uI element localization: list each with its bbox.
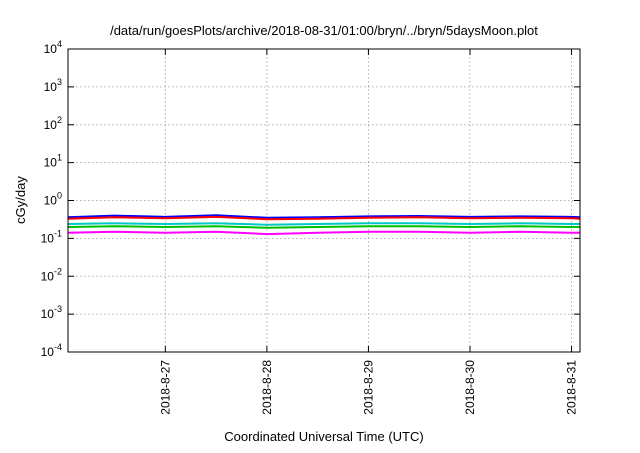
series-line-5 bbox=[67, 230, 580, 236]
y-tick-exponent: 2 bbox=[57, 115, 62, 125]
x-tick-label: 2018-8-27 bbox=[158, 360, 172, 415]
y-tick-exponent: 4 bbox=[57, 39, 62, 49]
y-tick-base: 10 bbox=[44, 80, 58, 94]
y-tick-base: 10 bbox=[41, 307, 55, 321]
y-tick-base: 10 bbox=[44, 156, 58, 170]
y-tick-label: 101 bbox=[44, 153, 62, 170]
x-tick-label: 2018-8-28 bbox=[260, 360, 274, 415]
y-tick-label: 104 bbox=[44, 39, 62, 56]
series-line-3 bbox=[67, 222, 580, 226]
y-tick-exponent: 1 bbox=[57, 153, 62, 163]
y-tick-exponent: -3 bbox=[54, 304, 62, 314]
series-line-4 bbox=[67, 225, 580, 229]
y-tick-base: 10 bbox=[44, 118, 58, 132]
grid-layer bbox=[68, 49, 580, 352]
y-tick-label: 102 bbox=[44, 115, 62, 132]
y-tick-base: 10 bbox=[41, 231, 55, 245]
y-axis-label: cGy/day bbox=[13, 176, 28, 224]
y-tick-exponent: -1 bbox=[54, 228, 62, 238]
y-tick-base: 10 bbox=[41, 269, 55, 283]
y-tick-exponent: 3 bbox=[57, 77, 62, 87]
series-layer bbox=[67, 214, 581, 236]
y-tick-exponent: -4 bbox=[54, 342, 62, 352]
x-tick-label: 2018-8-30 bbox=[463, 360, 477, 415]
y-tick-base: 10 bbox=[44, 42, 58, 56]
y-tick-label: 10-3 bbox=[41, 304, 62, 321]
x-tick-label: 2018-8-31 bbox=[565, 360, 579, 415]
y-tick-label: 103 bbox=[44, 77, 62, 94]
series-line-1 bbox=[67, 214, 581, 219]
y-tick-label: 100 bbox=[44, 191, 62, 208]
y-tick-exponent: -2 bbox=[54, 266, 62, 276]
plot-frame bbox=[67, 48, 581, 353]
x-axis-label: Coordinated Universal Time (UTC) bbox=[224, 429, 423, 444]
x-tick-label: 2018-8-29 bbox=[361, 360, 375, 415]
axis-layer: 10410310210110010-110-210-310-42018-8-27… bbox=[41, 39, 580, 415]
y-tick-exponent: 0 bbox=[57, 191, 62, 201]
chart-title: /data/run/goesPlots/archive/2018-08-31/0… bbox=[110, 23, 538, 38]
y-tick-base: 10 bbox=[44, 194, 58, 208]
y-tick-base: 10 bbox=[41, 345, 55, 359]
y-tick-label: 10-1 bbox=[41, 228, 62, 245]
y-tick-label: 10-4 bbox=[41, 342, 62, 359]
series-line-2 bbox=[67, 215, 581, 221]
y-tick-label: 10-2 bbox=[41, 266, 62, 283]
